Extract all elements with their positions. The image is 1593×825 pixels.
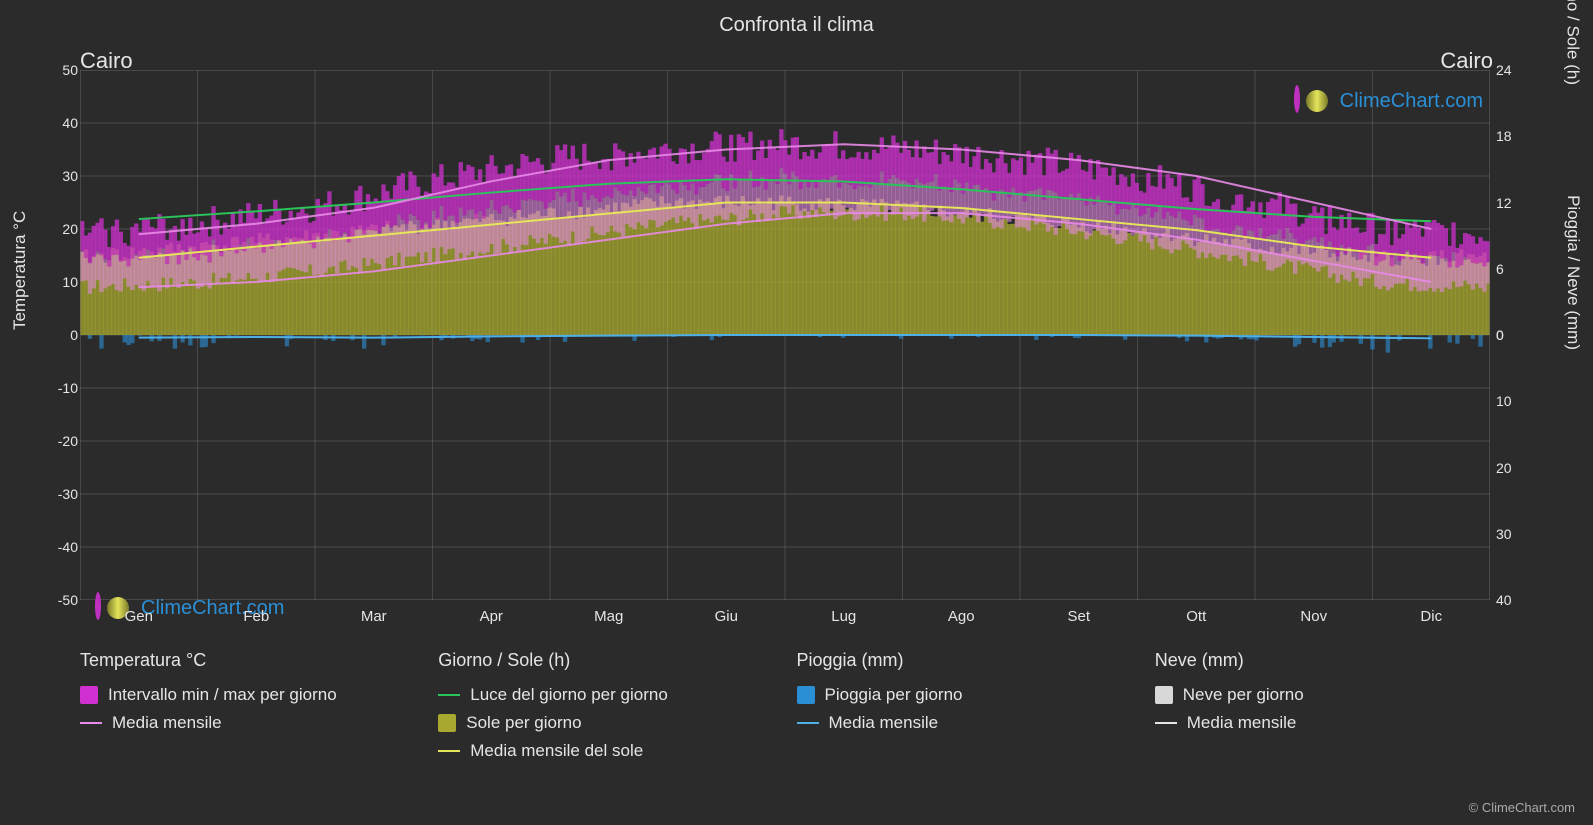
y-tick-left: 40 (38, 115, 78, 131)
legend-item-label: Luce del giorno per giorno (470, 685, 668, 705)
y-tick-right-top: 6 (1496, 261, 1504, 277)
y-axis-right-top-label: Giorno / Sole (h) (1563, 0, 1583, 85)
legend-column: Neve (mm) Neve per giorno Media mensile (1155, 650, 1513, 769)
legend-swatch-box (1155, 686, 1173, 704)
x-tick-month: Ott (1186, 608, 1206, 625)
legend-column-title: Pioggia (mm) (797, 650, 1155, 671)
x-tick-month: Feb (243, 608, 269, 625)
legend-column-title: Neve (mm) (1155, 650, 1513, 671)
y-axis-left-label: Temperatura °C (10, 211, 30, 330)
legend-item: Intervallo min / max per giorno (80, 685, 438, 705)
legend-item: Sole per giorno (438, 713, 796, 733)
legend-item: Pioggia per giorno (797, 685, 1155, 705)
y-tick-right-bottom: 20 (1496, 460, 1512, 476)
legend-column: Giorno / Sole (h) Luce del giorno per gio… (438, 650, 796, 769)
y-tick-right-bottom: 0 (1496, 327, 1504, 343)
y-tick-right-bottom: 40 (1496, 592, 1512, 608)
x-tick-month: Giu (715, 608, 738, 625)
x-tick-month: Lug (831, 608, 856, 625)
y-tick-left: 20 (38, 221, 78, 237)
y-tick-left: -20 (38, 433, 78, 449)
y-tick-left: -40 (38, 539, 78, 555)
x-tick-month: Apr (480, 608, 503, 625)
legend-swatch-line (797, 722, 819, 724)
y-tick-left: 10 (38, 274, 78, 290)
legend-item-label: Media mensile (1187, 713, 1297, 733)
legend-item-label: Media mensile (829, 713, 939, 733)
legend-swatch-line (438, 750, 460, 752)
y-tick-left: -10 (38, 380, 78, 396)
legend-item-label: Intervallo min / max per giorno (108, 685, 337, 705)
x-tick-month: Mar (361, 608, 387, 625)
y-tick-right-top: 24 (1496, 62, 1512, 78)
legend-column: Pioggia (mm) Pioggia per giorno Media mens… (797, 650, 1155, 769)
legend: Temperatura °C Intervallo min / max per g… (80, 650, 1513, 769)
copyright: © ClimeChart.com (1469, 800, 1575, 815)
y-tick-left: -30 (38, 486, 78, 502)
y-tick-right-top: 12 (1496, 195, 1512, 211)
legend-swatch-line (1155, 722, 1177, 724)
legend-item: Media mensile (80, 713, 438, 733)
watermark-text: ClimeChart.com (1340, 90, 1483, 113)
legend-swatch-box (80, 686, 98, 704)
y-tick-left: -50 (38, 592, 78, 608)
legend-item-label: Media mensile del sole (470, 741, 643, 761)
legend-column-title: Temperatura °C (80, 650, 438, 671)
legend-swatch-box (797, 686, 815, 704)
x-tick-month: Nov (1300, 608, 1327, 625)
x-tick-month: Dic (1420, 608, 1442, 625)
x-tick-month: Ago (948, 608, 975, 625)
y-tick-right-bottom: 30 (1496, 526, 1512, 542)
legend-item: Media mensile (797, 713, 1155, 733)
chart-title: Confronta il clima (0, 0, 1593, 37)
legend-item: Media mensile (1155, 713, 1513, 733)
legend-item-label: Media mensile (112, 713, 222, 733)
plot-area (80, 70, 1490, 600)
y-axis-right-bottom-label: Pioggia / Neve (mm) (1563, 195, 1583, 350)
y-tick-left: 50 (38, 62, 78, 78)
y-tick-left: 0 (38, 327, 78, 343)
y-tick-right-top: 18 (1496, 128, 1512, 144)
legend-swatch-box (438, 714, 456, 732)
legend-item-label: Neve per giorno (1183, 685, 1304, 705)
y-tick-right-bottom: 10 (1496, 393, 1512, 409)
legend-item: Media mensile del sole (438, 741, 796, 761)
legend-item: Luce del giorno per giorno (438, 685, 796, 705)
legend-item-label: Pioggia per giorno (825, 685, 963, 705)
x-tick-month: Gen (125, 608, 153, 625)
watermark-logo: ClimeChart.com (1294, 88, 1483, 114)
legend-column: Temperatura °C Intervallo min / max per g… (80, 650, 438, 769)
x-tick-month: Set (1067, 608, 1090, 625)
x-tick-month: Mag (594, 608, 623, 625)
y-tick-left: 30 (38, 168, 78, 184)
legend-item: Neve per giorno (1155, 685, 1513, 705)
legend-column-title: Giorno / Sole (h) (438, 650, 796, 671)
legend-swatch-line (80, 722, 102, 724)
legend-item-label: Sole per giorno (466, 713, 581, 733)
legend-swatch-line (438, 694, 460, 696)
